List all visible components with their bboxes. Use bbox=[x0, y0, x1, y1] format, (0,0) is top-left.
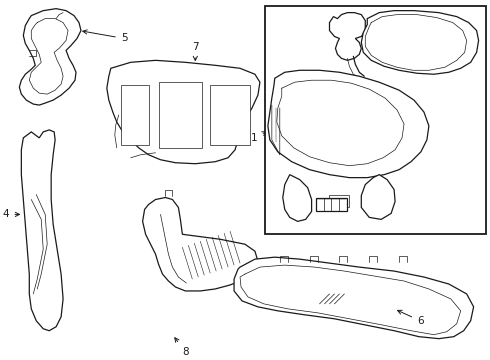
Text: 6: 6 bbox=[397, 310, 423, 326]
Text: 7: 7 bbox=[192, 42, 198, 60]
Polygon shape bbox=[210, 85, 250, 145]
Bar bbox=[265, 6, 486, 234]
Polygon shape bbox=[361, 11, 479, 74]
Polygon shape bbox=[19, 9, 81, 105]
Polygon shape bbox=[107, 60, 260, 164]
Polygon shape bbox=[121, 85, 148, 145]
Polygon shape bbox=[159, 82, 202, 148]
Text: 5: 5 bbox=[83, 30, 127, 44]
Polygon shape bbox=[361, 175, 395, 219]
Polygon shape bbox=[268, 70, 429, 177]
Polygon shape bbox=[143, 198, 258, 291]
Polygon shape bbox=[329, 194, 349, 207]
Text: 1: 1 bbox=[251, 132, 267, 143]
Polygon shape bbox=[22, 130, 63, 331]
Polygon shape bbox=[283, 175, 312, 221]
Polygon shape bbox=[234, 257, 474, 339]
Text: 8: 8 bbox=[175, 338, 189, 357]
Text: 3: 3 bbox=[351, 202, 384, 211]
Text: 4: 4 bbox=[3, 210, 20, 219]
Polygon shape bbox=[329, 13, 365, 60]
Polygon shape bbox=[316, 198, 347, 211]
Text: 2: 2 bbox=[361, 37, 378, 48]
